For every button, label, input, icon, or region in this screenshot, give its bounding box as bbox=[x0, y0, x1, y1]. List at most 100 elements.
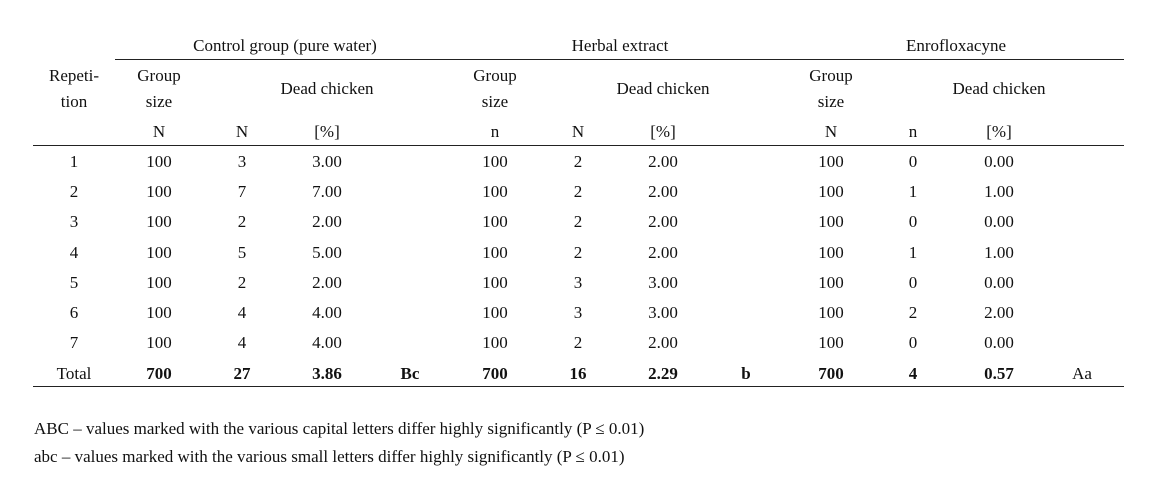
cell-enro-dead: 0 bbox=[908, 152, 918, 171]
cell-herbal-dead: 2 bbox=[573, 333, 583, 352]
cell-repetition: 7 bbox=[69, 333, 79, 352]
cell-enro-dead: 0 bbox=[908, 333, 918, 352]
cell-enro-size: 100 bbox=[818, 182, 844, 201]
cell-enro-dead: 1 bbox=[908, 243, 918, 262]
cell-control-percent: 3.00 bbox=[312, 152, 342, 171]
cell-enro-percent: 0.00 bbox=[984, 152, 1014, 171]
unit-herbal-size: n bbox=[490, 122, 500, 141]
cell-herbal-size: 100 bbox=[482, 182, 508, 201]
unit-control-dead: N bbox=[235, 122, 249, 141]
total-herbal-significance: b bbox=[741, 364, 751, 383]
dead-chicken-header-control: Dead chicken bbox=[280, 79, 374, 98]
cell-control-dead: 7 bbox=[237, 182, 247, 201]
total-enro-size: 700 bbox=[818, 364, 844, 383]
cell-herbal-dead: 2 bbox=[573, 152, 583, 171]
cell-control-percent: 2.00 bbox=[312, 212, 342, 231]
cell-control-percent: 5.00 bbox=[312, 243, 342, 262]
cell-herbal-percent: 2.00 bbox=[648, 182, 678, 201]
repetition-header-line2: tion bbox=[60, 92, 88, 111]
cell-control-percent: 4.00 bbox=[312, 303, 342, 322]
dead-chicken-header-herbal: Dead chicken bbox=[616, 79, 710, 98]
cell-control-dead: 2 bbox=[237, 273, 247, 292]
unit-enro-percent: [%] bbox=[986, 122, 1012, 141]
cell-enro-percent: 0.00 bbox=[984, 333, 1014, 352]
total-enro-dead: 4 bbox=[908, 364, 918, 383]
cell-enro-size: 100 bbox=[818, 303, 844, 322]
group-size-header-herbal-1: Group bbox=[473, 66, 517, 85]
cell-herbal-dead: 3 bbox=[573, 273, 583, 292]
cell-herbal-percent: 3.00 bbox=[648, 273, 678, 292]
total-label: Total bbox=[56, 364, 92, 383]
cell-control-size: 100 bbox=[146, 212, 172, 231]
cell-herbal-percent: 2.00 bbox=[648, 333, 678, 352]
cell-enro-size: 100 bbox=[818, 333, 844, 352]
cell-herbal-size: 100 bbox=[482, 152, 508, 171]
cell-control-size: 100 bbox=[146, 152, 172, 171]
cell-enro-percent: 0.00 bbox=[984, 273, 1014, 292]
group-title-herbal: Herbal extract bbox=[571, 36, 669, 55]
group-title-enrofloxacyne: Enrofloxacyne bbox=[905, 36, 1007, 55]
cell-control-dead: 4 bbox=[237, 303, 247, 322]
table-bottom-rule bbox=[33, 386, 1124, 387]
unit-enro-dead: n bbox=[908, 122, 918, 141]
cell-herbal-percent: 3.00 bbox=[648, 303, 678, 322]
cell-control-dead: 5 bbox=[237, 243, 247, 262]
cell-repetition: 5 bbox=[69, 273, 79, 292]
cell-herbal-dead: 2 bbox=[573, 182, 583, 201]
cell-control-size: 100 bbox=[146, 333, 172, 352]
cell-herbal-size: 100 bbox=[482, 212, 508, 231]
cell-herbal-size: 100 bbox=[482, 333, 508, 352]
cell-enro-size: 100 bbox=[818, 273, 844, 292]
cell-enro-size: 100 bbox=[818, 152, 844, 171]
header-bottom-rule bbox=[33, 145, 1124, 146]
cell-control-size: 100 bbox=[146, 303, 172, 322]
cell-control-dead: 2 bbox=[237, 212, 247, 231]
group-header-rule bbox=[115, 59, 1124, 60]
cell-enro-size: 100 bbox=[818, 243, 844, 262]
cell-herbal-percent: 2.00 bbox=[648, 243, 678, 262]
cell-herbal-percent: 2.00 bbox=[648, 152, 678, 171]
total-control-percent: 3.86 bbox=[312, 364, 342, 383]
cell-enro-percent: 1.00 bbox=[984, 182, 1014, 201]
cell-herbal-dead: 3 bbox=[573, 303, 583, 322]
cell-herbal-size: 100 bbox=[482, 303, 508, 322]
footnote-capital-letters: ABC – values marked with the various cap… bbox=[34, 419, 645, 438]
cell-control-dead: 4 bbox=[237, 333, 247, 352]
cell-enro-percent: 2.00 bbox=[984, 303, 1014, 322]
total-enro-significance: Aa bbox=[1072, 364, 1092, 383]
unit-control-size: N bbox=[152, 122, 166, 141]
cell-enro-dead: 1 bbox=[908, 182, 918, 201]
cell-control-size: 100 bbox=[146, 243, 172, 262]
unit-herbal-percent: [%] bbox=[650, 122, 676, 141]
cell-enro-size: 100 bbox=[818, 212, 844, 231]
cell-control-percent: 7.00 bbox=[312, 182, 342, 201]
cell-herbal-percent: 2.00 bbox=[648, 212, 678, 231]
cell-herbal-dead: 2 bbox=[573, 243, 583, 262]
group-title-control: Control group (pure water) bbox=[193, 36, 377, 55]
cell-enro-dead: 2 bbox=[908, 303, 918, 322]
total-herbal-size: 700 bbox=[482, 364, 508, 383]
cell-enro-dead: 0 bbox=[908, 273, 918, 292]
group-size-header-control-2: size bbox=[145, 92, 173, 111]
footnote-small-letters: abc – values marked with the various sma… bbox=[34, 447, 625, 466]
cell-enro-percent: 1.00 bbox=[984, 243, 1014, 262]
cell-herbal-dead: 2 bbox=[573, 212, 583, 231]
cell-repetition: 1 bbox=[69, 152, 79, 171]
cell-control-size: 100 bbox=[146, 182, 172, 201]
cell-enro-dead: 0 bbox=[908, 212, 918, 231]
cell-herbal-size: 100 bbox=[482, 273, 508, 292]
total-enro-percent: 0.57 bbox=[984, 364, 1014, 383]
total-herbal-dead: 16 bbox=[569, 364, 587, 383]
total-control-significance: Bc bbox=[400, 364, 420, 383]
group-size-header-enro-1: Group bbox=[809, 66, 853, 85]
cell-repetition: 4 bbox=[69, 243, 79, 262]
group-size-header-enro-2: size bbox=[817, 92, 845, 111]
cell-control-dead: 3 bbox=[237, 152, 247, 171]
group-size-header-control-1: Group bbox=[137, 66, 181, 85]
unit-control-percent: [%] bbox=[314, 122, 340, 141]
cell-repetition: 2 bbox=[69, 182, 79, 201]
unit-enro-size: N bbox=[824, 122, 838, 141]
unit-herbal-dead: N bbox=[571, 122, 585, 141]
cell-enro-percent: 0.00 bbox=[984, 212, 1014, 231]
total-control-dead: 27 bbox=[233, 364, 251, 383]
